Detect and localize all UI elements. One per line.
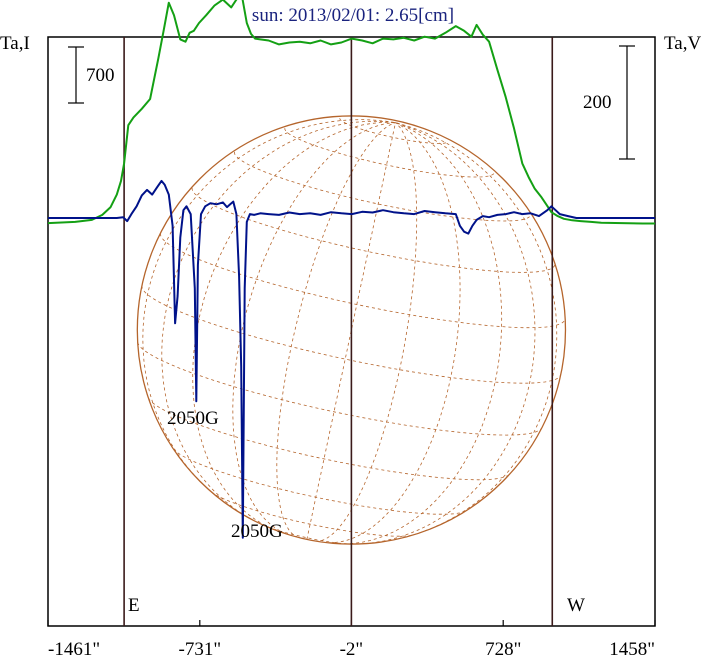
annotation-2050g-2: 2050G [231, 521, 283, 542]
x-tick-label-4: 1458" [609, 639, 655, 660]
x-tick-label-0: -1461" [48, 639, 100, 660]
x-tick-label-3: 728" [485, 639, 521, 660]
meridian-line [306, 122, 396, 540]
left-scale-bar-label: 700 [86, 65, 115, 86]
right-axis-label: Ta,V [664, 33, 701, 54]
meridian-line [276, 122, 396, 538]
parallel-line [339, 118, 449, 144]
parallel-line [148, 397, 510, 481]
series-line-0 [47, 0, 655, 225]
meridian-line [192, 121, 396, 531]
east-limb-label: E [128, 595, 140, 616]
x-tick-label-1: -731" [179, 639, 222, 660]
annotation-2050g-1: 2050G [167, 408, 219, 429]
series-line-1 [48, 179, 655, 539]
left-axis-label: Ta,I [0, 33, 30, 54]
solar-grid-lines [137, 118, 566, 545]
meridian-line [315, 122, 418, 542]
chart-title: sun: 2013/02/01: 2.65[cm] [252, 5, 454, 26]
right-scale-bar-label: 200 [583, 92, 612, 113]
meridian-line [328, 122, 461, 544]
parallel-line [211, 491, 414, 537]
parallel-line [160, 233, 566, 329]
west-limb-label: W [567, 595, 585, 616]
meridian-line [232, 122, 396, 534]
parallel-line [173, 448, 466, 515]
meridian-line [142, 119, 396, 493]
parallel-line [284, 128, 495, 178]
parallel-line [137, 342, 542, 436]
meridian-line [338, 122, 503, 545]
x-tick-label-2: -2" [340, 639, 364, 660]
